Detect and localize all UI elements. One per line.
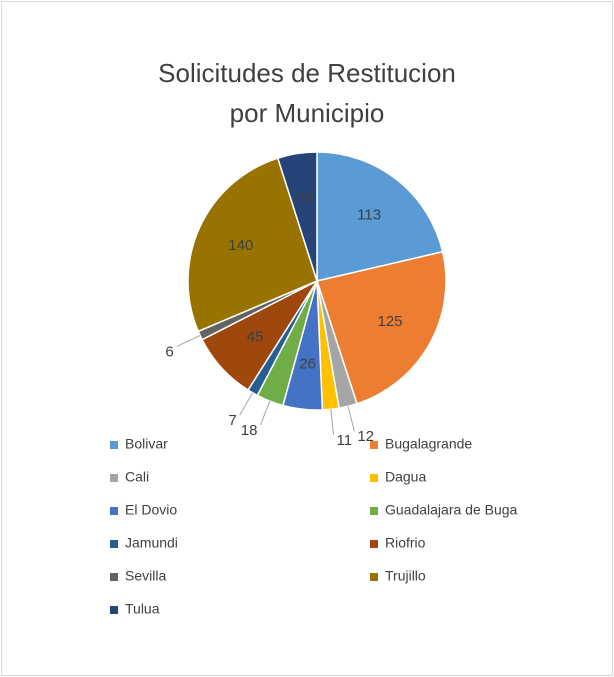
data-label: 7 <box>228 412 236 429</box>
legend-swatch <box>370 540 378 548</box>
legend-swatch <box>370 441 378 449</box>
pie-slice <box>187 157 318 333</box>
data-label: 12 <box>357 428 374 445</box>
legend-label: Cali <box>125 469 149 485</box>
data-label: 11 <box>337 432 353 449</box>
data-label: 18 <box>241 422 258 439</box>
legend-swatch <box>370 573 378 581</box>
legend-swatch <box>370 474 378 482</box>
legend-label: Bugalagrande <box>385 436 472 452</box>
data-label: 6 <box>165 343 173 360</box>
legend-swatch <box>110 474 118 482</box>
legend-label: El Dovio <box>125 502 177 518</box>
legend-swatch <box>110 441 118 449</box>
pie-slice <box>276 151 318 282</box>
data-label: 140 <box>228 237 253 254</box>
data-label: 26 <box>299 355 316 372</box>
leader-line <box>239 392 254 416</box>
legend-swatch <box>110 540 118 548</box>
data-label: 45 <box>247 328 264 345</box>
legend-swatch <box>110 507 118 515</box>
legend-label: Jamundi <box>125 535 178 551</box>
legend-label: Tulua <box>125 601 160 617</box>
legend-label: Dagua <box>385 469 426 485</box>
pie-slice <box>316 151 444 282</box>
data-label: 113 <box>357 206 381 223</box>
legend-label: Sevilla <box>125 568 166 584</box>
legend-swatch <box>110 606 118 614</box>
data-label: 26 <box>296 189 313 206</box>
leader-line <box>176 335 201 347</box>
pie-slice <box>316 250 447 405</box>
legend-label: Riofrio <box>385 535 426 551</box>
legend-label: Trujillo <box>385 568 426 584</box>
chart-title: Solicitudes de Restitucion por Municipio <box>158 58 456 128</box>
legend-swatch <box>370 507 378 515</box>
leader-line <box>330 409 335 435</box>
leader-line <box>347 406 355 432</box>
legend-label: Bolivar <box>125 436 168 452</box>
legend-label: Guadalajara de Buga <box>385 502 518 518</box>
legend-swatch <box>110 573 118 581</box>
leader-line <box>259 400 271 426</box>
data-label: 125 <box>378 313 403 330</box>
